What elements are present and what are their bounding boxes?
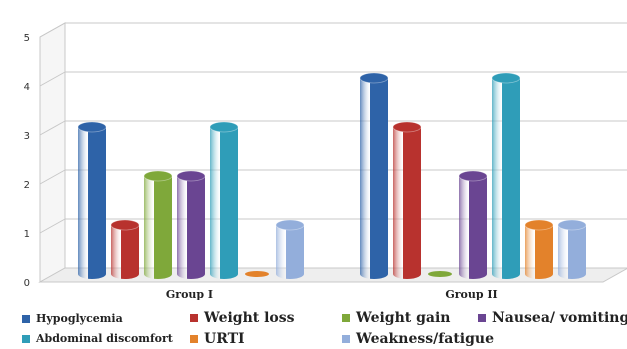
bar: [77, 121, 107, 279]
bar-cap: [209, 121, 239, 133]
legend: Hypoglycemia Weight loss Weight gain Nausea…: [0, 300, 627, 349]
legend-swatch: [22, 334, 30, 343]
bar-cap: [176, 170, 206, 182]
y-tick-label: 5: [24, 33, 30, 44]
bar: [524, 219, 554, 279]
bar: [428, 271, 452, 277]
bar: [176, 170, 206, 279]
side-wall: [39, 22, 66, 283]
legend-swatch: [190, 314, 198, 322]
bar: [392, 121, 422, 279]
bar-body: [144, 176, 172, 279]
legend-label: Weight gain: [356, 310, 451, 326]
bar: [209, 121, 239, 279]
legend-label: URTI: [204, 331, 245, 347]
y-tick-label: 1: [24, 229, 30, 240]
bar-cap: [275, 219, 305, 231]
gridline: [39, 22, 66, 38]
bar: [491, 72, 521, 279]
legend-item: Hypoglycemia: [22, 312, 123, 325]
bar-cap: [557, 219, 587, 231]
y-axis-ticks: 0 1 2 3 4 5: [24, 33, 30, 289]
bar-body: [78, 127, 106, 279]
legend-swatch: [190, 335, 198, 343]
legend-label: Weakness/fatigue: [356, 331, 494, 347]
bar-cap: [359, 72, 389, 84]
legend-item: Nausea/ vomiting: [478, 310, 627, 326]
legend-label: Abdominal discomfort: [36, 332, 173, 345]
legend-item: URTI: [190, 331, 245, 347]
bar: [557, 219, 587, 279]
y-tick-label: 4: [24, 82, 30, 93]
bar: [110, 219, 140, 279]
bar-body: [492, 78, 520, 279]
gridline: [39, 218, 66, 234]
y-tick-label: 3: [24, 131, 30, 142]
bar-cap: [491, 72, 521, 84]
bar-cap: [110, 219, 140, 231]
bar-body: [276, 225, 304, 279]
legend-label: Weight loss: [204, 310, 295, 326]
bar-body: [558, 225, 586, 279]
legend-label: Hypoglycemia: [36, 312, 123, 325]
legend-label: Nausea/ vomiting: [492, 310, 627, 326]
bar: [245, 271, 269, 277]
bar: [275, 219, 305, 279]
bar: [359, 72, 389, 279]
y-tick-label: 0: [24, 278, 30, 289]
bar-body: [210, 127, 238, 279]
gridline: [39, 169, 66, 185]
gridline: [39, 71, 66, 87]
x-tick-label: Group I: [166, 288, 213, 300]
bar-body: [177, 176, 205, 279]
bar: [143, 170, 173, 279]
bar: [458, 170, 488, 279]
legend-swatch: [342, 335, 350, 343]
legend-item: Weight loss: [190, 310, 295, 326]
bar-cap: [458, 170, 488, 182]
bar-body: [393, 127, 421, 279]
legend-item: Abdominal discomfort: [22, 332, 173, 345]
legend-swatch: [478, 314, 486, 322]
bar-cap: [143, 170, 173, 182]
bar-body: [459, 176, 487, 279]
bar-cap: [428, 271, 452, 277]
bar-body: [111, 225, 139, 279]
gridline: [39, 120, 66, 136]
legend-item: Weight gain: [342, 310, 450, 326]
bar-cap: [77, 121, 107, 133]
bar-body: [525, 225, 553, 279]
y-tick-label: 2: [24, 180, 30, 191]
bar-cap: [245, 271, 269, 277]
bar-cap: [392, 121, 422, 133]
legend-swatch: [342, 314, 350, 322]
bar-chart: 0 1 2 3 4 5 Group I Group II: [24, 22, 627, 300]
legend-swatch: [22, 314, 30, 323]
x-axis-labels: Group I Group II: [166, 288, 498, 300]
bar-cap: [524, 219, 554, 231]
bars: [77, 72, 587, 279]
x-tick-label: Group II: [445, 288, 497, 300]
legend-item: Weakness/fatigue: [342, 331, 494, 347]
bar-body: [360, 78, 388, 279]
